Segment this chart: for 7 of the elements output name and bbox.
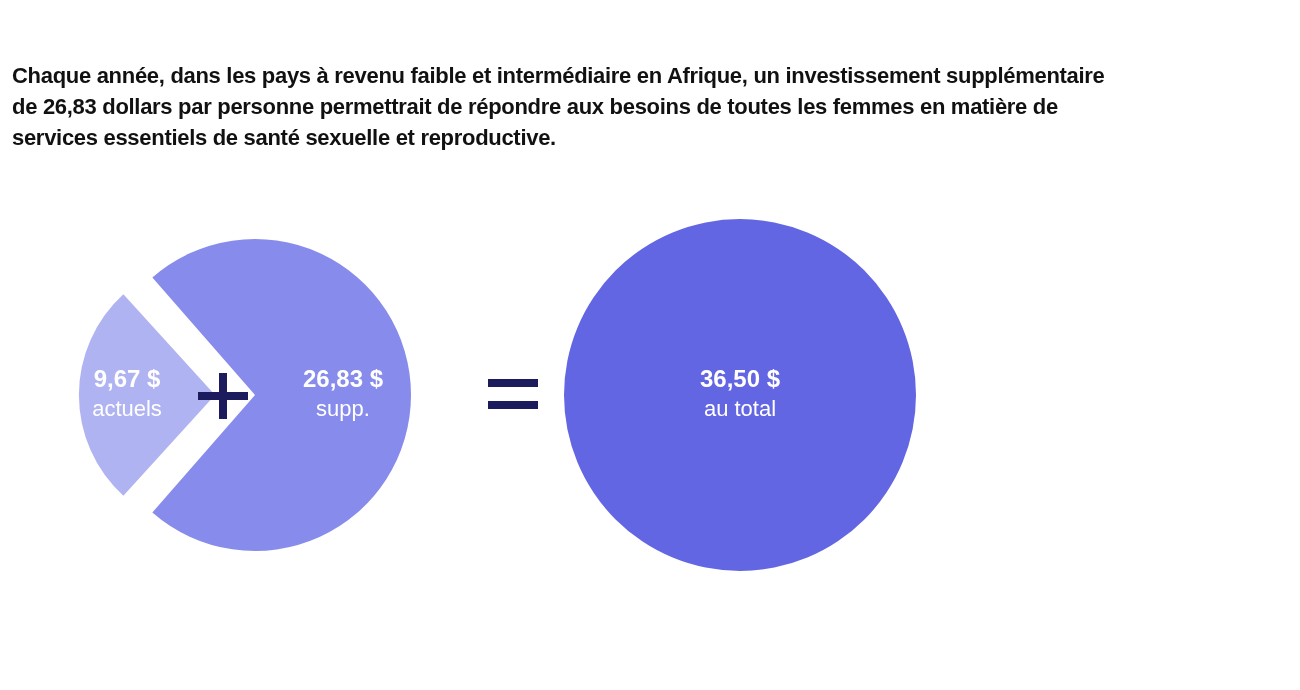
text: Chaque année, dans les pays à revenu faible et intermédiaire en Afrique, un investissement supplémentaire de 26,83 dollars par personne permettrait de répondre aux besoins de toutes les femmes en matière de services essentiels de santé sexuelle et reproductive.	[12, 62, 1106, 152]
slice-label: supp.	[316, 396, 370, 422]
slice-label: actuels	[92, 396, 162, 422]
slice-label: au total	[703, 396, 777, 422]
data-label: 36,50 $	[699, 364, 781, 392]
data-label: 9,67 $	[93, 364, 162, 392]
data-label: 26,83 $	[302, 364, 384, 392]
